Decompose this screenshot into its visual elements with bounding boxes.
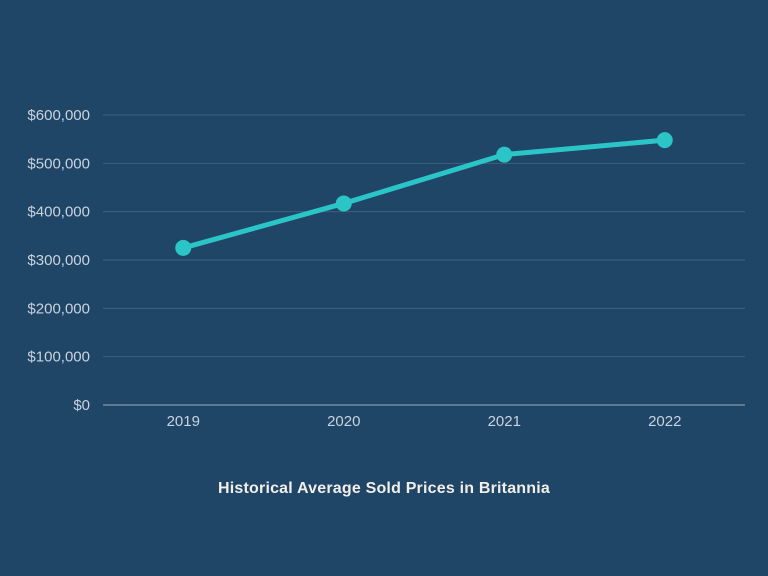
y-tick-label: $600,000 <box>27 107 90 124</box>
x-tick-label: 2022 <box>648 413 681 430</box>
gridlines <box>103 114 745 406</box>
data-series <box>175 132 673 256</box>
data-point <box>335 195 352 212</box>
x-tick-label: 2021 <box>488 413 521 430</box>
data-point <box>656 132 673 149</box>
y-tick-label: $0 <box>73 397 90 414</box>
y-tick-label: $100,000 <box>27 349 90 366</box>
chart-title: Historical Average Sold Prices in Britan… <box>218 480 550 497</box>
y-axis-labels: $0 $100,000 $200,000 $300,000 $400,000 $500,0… <box>27 107 90 414</box>
y-tick-label: $200,000 <box>27 300 90 317</box>
y-tick-label: $500,000 <box>27 155 90 172</box>
data-point <box>175 239 192 256</box>
y-tick-label: $400,000 <box>27 204 90 221</box>
x-tick-label: 2019 <box>167 413 200 430</box>
data-line <box>180 137 668 251</box>
data-point <box>496 146 513 163</box>
x-tick-label: 2020 <box>327 413 360 430</box>
y-tick-label: $300,000 <box>27 252 90 269</box>
x-axis-labels: 2019 2020 2021 2022 <box>167 413 682 430</box>
